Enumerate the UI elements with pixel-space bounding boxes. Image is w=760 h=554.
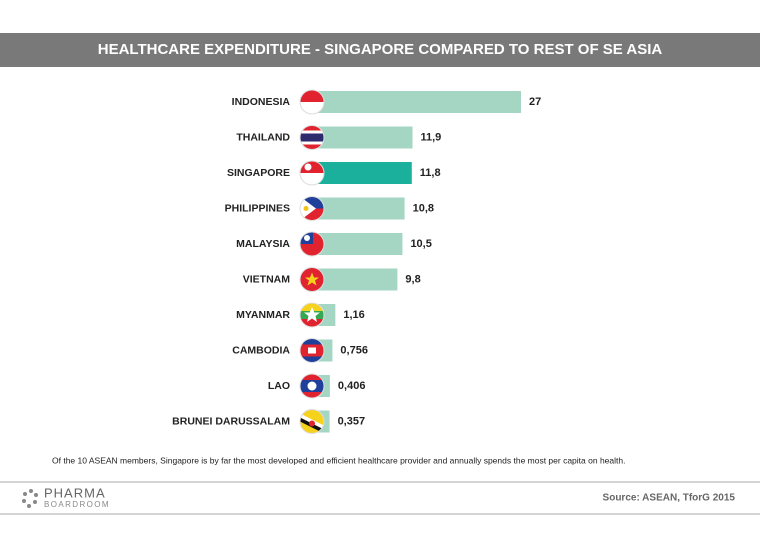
flag-clip (300, 409, 324, 434)
flag-part (304, 163, 312, 171)
category-label: MALAYSIA (236, 238, 290, 250)
flag-part (307, 381, 317, 391)
value-label: 27 (529, 96, 541, 108)
flag (299, 373, 325, 399)
bar (313, 126, 413, 149)
flag (299, 302, 325, 328)
flag (299, 125, 325, 150)
flag (299, 338, 325, 363)
flag-clip (300, 232, 324, 256)
flag-clip (300, 161, 324, 185)
category-label: MYANMAR (236, 309, 290, 321)
flag-part (305, 272, 319, 286)
flag-clip (300, 338, 324, 363)
flag-ring (299, 231, 325, 257)
title-bar (0, 33, 760, 67)
flag-ring (299, 338, 325, 363)
value-label: 10,5 (410, 238, 431, 250)
bar (313, 162, 412, 184)
flag (299, 89, 325, 115)
flag-part (300, 102, 324, 114)
flag-part (300, 173, 324, 185)
flag (299, 160, 325, 186)
flag-part (300, 161, 324, 173)
flag-ring (299, 267, 325, 292)
flag-part (300, 133, 324, 142)
source: Source: ASEAN, TforG 2015 (603, 493, 736, 504)
category-label: SINGAPORE (227, 167, 290, 179)
value-label: 9,8 (405, 273, 420, 285)
flag-part (300, 125, 324, 131)
value-label: 0,406 (338, 380, 366, 392)
category-label: LAO (268, 380, 290, 392)
flag-ring (299, 409, 325, 434)
category-label: PHILIPPINES (225, 202, 290, 214)
flag-part (300, 90, 324, 102)
value-label: 10,8 (413, 202, 434, 214)
flag (299, 267, 325, 292)
flag-ring (299, 196, 325, 221)
category-label: VIETNAM (243, 273, 291, 285)
category-label: THAILAND (236, 131, 290, 143)
flag-clip (300, 196, 324, 221)
bar (313, 197, 405, 220)
flag-part (300, 319, 324, 327)
bar (313, 91, 521, 113)
bar (313, 268, 398, 291)
flag-ring (299, 125, 325, 150)
flag-part (300, 130, 324, 134)
flag-part (304, 235, 310, 241)
logo-text: PHARMA (44, 485, 106, 500)
value-label: 1,16 (343, 309, 364, 321)
flag (299, 231, 325, 257)
flag-part (304, 307, 320, 322)
logo-icon (22, 489, 38, 508)
flag-part (303, 206, 309, 211)
flag-clip (300, 303, 324, 327)
bar (313, 233, 403, 255)
note: Of the 10 ASEAN members, Singapore is by… (52, 455, 625, 465)
flag-ring (299, 373, 325, 399)
value-label: 11,9 (421, 131, 442, 143)
value-label: 0,756 (340, 344, 368, 356)
value-label: 11,8 (420, 167, 441, 179)
flag-part (300, 144, 324, 150)
flag (299, 196, 325, 221)
category-label: CAMBODIA (232, 344, 290, 356)
flag-part (309, 420, 315, 427)
logo-text: BOARDROOM (44, 500, 110, 509)
category-label: INDONESIA (232, 96, 291, 108)
flag-clip (300, 90, 324, 114)
flag-ring (299, 302, 325, 328)
flag-clip (300, 374, 324, 398)
flag-ring (299, 89, 325, 115)
flag-clip (300, 267, 324, 292)
flag-part (308, 347, 316, 354)
value-label: 0,357 (338, 415, 366, 427)
flag-part (300, 141, 324, 145)
category-label: BRUNEI DARUSSALAM (172, 415, 290, 427)
chart-title: HEALTHCARE EXPENDITURE - SINGAPORE COMPA… (98, 41, 663, 58)
flag-ring (299, 160, 325, 186)
flag (299, 409, 325, 434)
flag-clip (300, 125, 324, 150)
